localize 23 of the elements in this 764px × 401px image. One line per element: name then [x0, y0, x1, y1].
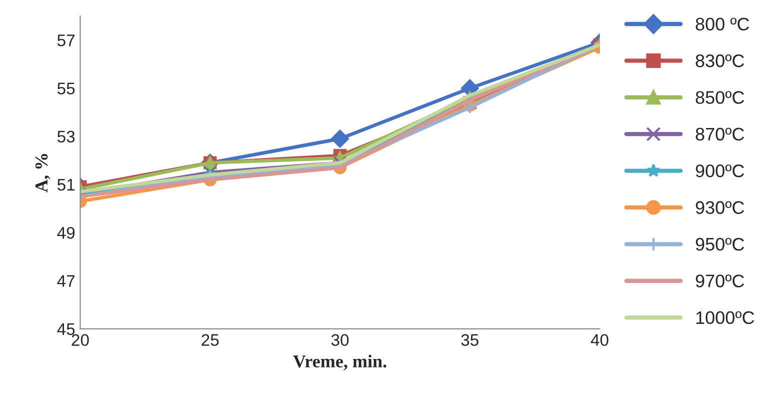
y-tick-label: 51	[57, 179, 75, 191]
y-tick-label: 45	[57, 323, 75, 336]
y-tick-label: 57	[57, 34, 75, 46]
legend-label: 970ºC	[696, 274, 744, 288]
x-axis-title: Vreme, min.	[293, 354, 386, 370]
y-tick-label: 49	[57, 226, 75, 239]
legend-label: 850ºC	[696, 91, 744, 104]
x-tick-label: 35	[461, 334, 478, 346]
y-tick-label: 47	[57, 275, 75, 287]
legend-label: 830ºC	[696, 54, 744, 68]
y-tick-label: 53	[57, 130, 75, 143]
legend-label: 870ºC	[696, 128, 744, 141]
legend-label: 900ºC	[696, 164, 744, 178]
legend-label: 950ºC	[696, 238, 744, 251]
legend-label: 800 ºC	[696, 18, 750, 31]
y-tick-label: 55	[57, 82, 75, 94]
x-tick-label: 40	[590, 334, 608, 346]
x-tick-label: 25	[202, 334, 219, 346]
y-axis-title: A, %	[35, 154, 50, 192]
x-tick-label: 30	[331, 334, 349, 346]
legend-label: 930ºC	[696, 201, 744, 214]
x-tick-label: 20	[72, 334, 89, 346]
legend-label: 1000ºC	[696, 311, 754, 324]
